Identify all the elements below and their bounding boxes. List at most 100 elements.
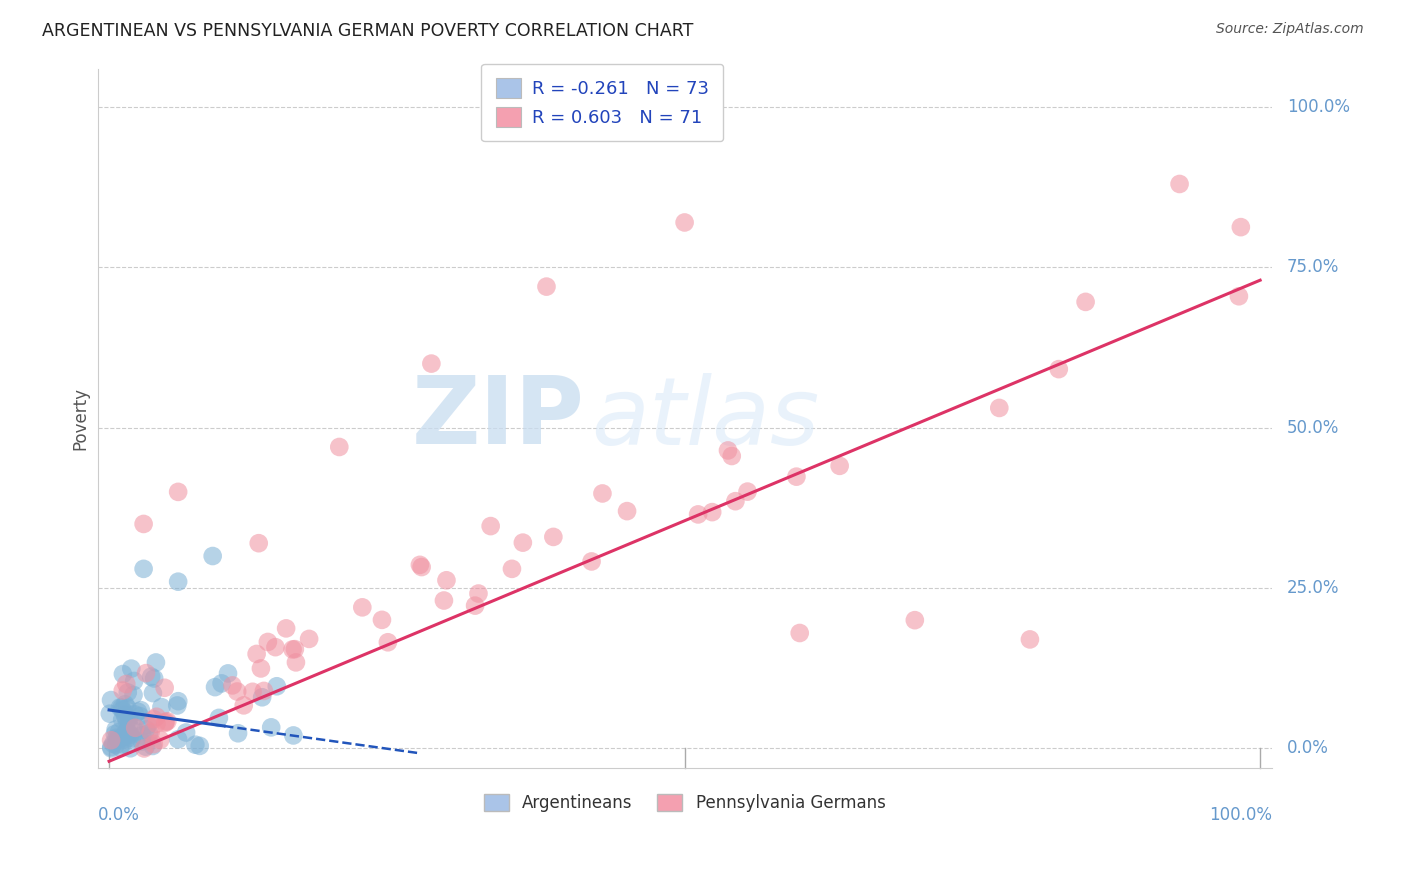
Point — [211, 676, 233, 690]
Text: ARGENTINEAN VS PENNSYLVANIA GERMAN POVERTY CORRELATION CHART: ARGENTINEAN VS PENNSYLVANIA GERMAN POVER… — [42, 22, 693, 40]
Point — [1168, 177, 1191, 191]
Point — [352, 600, 374, 615]
Point — [409, 558, 432, 572]
Point — [145, 710, 167, 724]
Point — [111, 703, 134, 717]
Point — [828, 458, 851, 473]
Point — [150, 700, 173, 714]
Point — [217, 666, 239, 681]
Point — [132, 516, 155, 531]
Point — [433, 593, 456, 607]
Point — [121, 731, 143, 746]
Point — [124, 721, 146, 735]
Text: 100.0%: 100.0% — [1209, 806, 1271, 824]
Text: 0.0%: 0.0% — [1286, 739, 1329, 757]
Point — [737, 484, 759, 499]
Point — [104, 738, 127, 752]
Point — [115, 731, 138, 746]
Point — [117, 725, 139, 739]
Point — [124, 724, 146, 739]
Point — [284, 642, 307, 657]
Point — [118, 718, 141, 732]
Point — [111, 738, 134, 752]
Point — [149, 732, 172, 747]
Point — [120, 741, 142, 756]
Point — [226, 684, 249, 698]
Point — [100, 741, 122, 756]
Point — [328, 440, 350, 454]
Point — [543, 530, 565, 544]
Point — [371, 613, 394, 627]
Text: 50.0%: 50.0% — [1286, 418, 1340, 437]
Point — [785, 469, 807, 483]
Text: ZIP: ZIP — [412, 372, 585, 464]
Text: 100.0%: 100.0% — [1286, 98, 1350, 116]
Point — [135, 723, 157, 737]
Point — [110, 700, 132, 714]
Point — [184, 738, 207, 752]
Point — [100, 740, 122, 755]
Point — [298, 632, 321, 646]
Point — [111, 667, 134, 681]
Point — [114, 698, 136, 712]
Point — [174, 725, 197, 739]
Point — [591, 486, 613, 500]
Point — [260, 720, 283, 734]
Point — [1074, 294, 1097, 309]
Point — [167, 574, 190, 589]
Point — [131, 734, 153, 748]
Point — [284, 656, 307, 670]
Text: 0.0%: 0.0% — [97, 806, 139, 824]
Point — [467, 586, 489, 600]
Point — [117, 685, 139, 699]
Point — [105, 731, 128, 745]
Point — [266, 679, 288, 693]
Point — [724, 494, 747, 508]
Point — [720, 449, 742, 463]
Point — [124, 707, 146, 722]
Point — [127, 705, 149, 719]
Point — [138, 726, 160, 740]
Point — [104, 727, 127, 741]
Point — [134, 741, 156, 756]
Point — [142, 737, 165, 751]
Point — [226, 726, 249, 740]
Point — [142, 739, 165, 753]
Point — [108, 700, 131, 714]
Point — [155, 714, 177, 729]
Point — [114, 710, 136, 724]
Point — [232, 698, 254, 713]
Point — [250, 661, 273, 675]
Point — [112, 730, 135, 744]
Point — [108, 740, 131, 755]
Point — [104, 723, 127, 737]
Point — [221, 678, 243, 692]
Text: 25.0%: 25.0% — [1286, 579, 1340, 597]
Point — [1230, 220, 1253, 235]
Point — [143, 672, 166, 686]
Point — [129, 709, 152, 723]
Point — [135, 739, 157, 754]
Point — [145, 716, 167, 731]
Point — [120, 662, 142, 676]
Point — [122, 673, 145, 688]
Point — [204, 680, 226, 694]
Point — [536, 279, 558, 293]
Point — [283, 728, 305, 742]
Point — [135, 666, 157, 681]
Point — [115, 714, 138, 728]
Point — [246, 647, 269, 661]
Point — [411, 560, 433, 574]
Point — [100, 733, 122, 747]
Point — [111, 713, 134, 727]
Point — [201, 549, 224, 563]
Point — [512, 535, 534, 549]
Point — [274, 621, 297, 635]
Point — [136, 718, 159, 732]
Point — [131, 729, 153, 743]
Point — [188, 739, 211, 753]
Point — [120, 728, 142, 742]
Point — [129, 703, 152, 717]
Point — [108, 725, 131, 739]
Point — [616, 504, 638, 518]
